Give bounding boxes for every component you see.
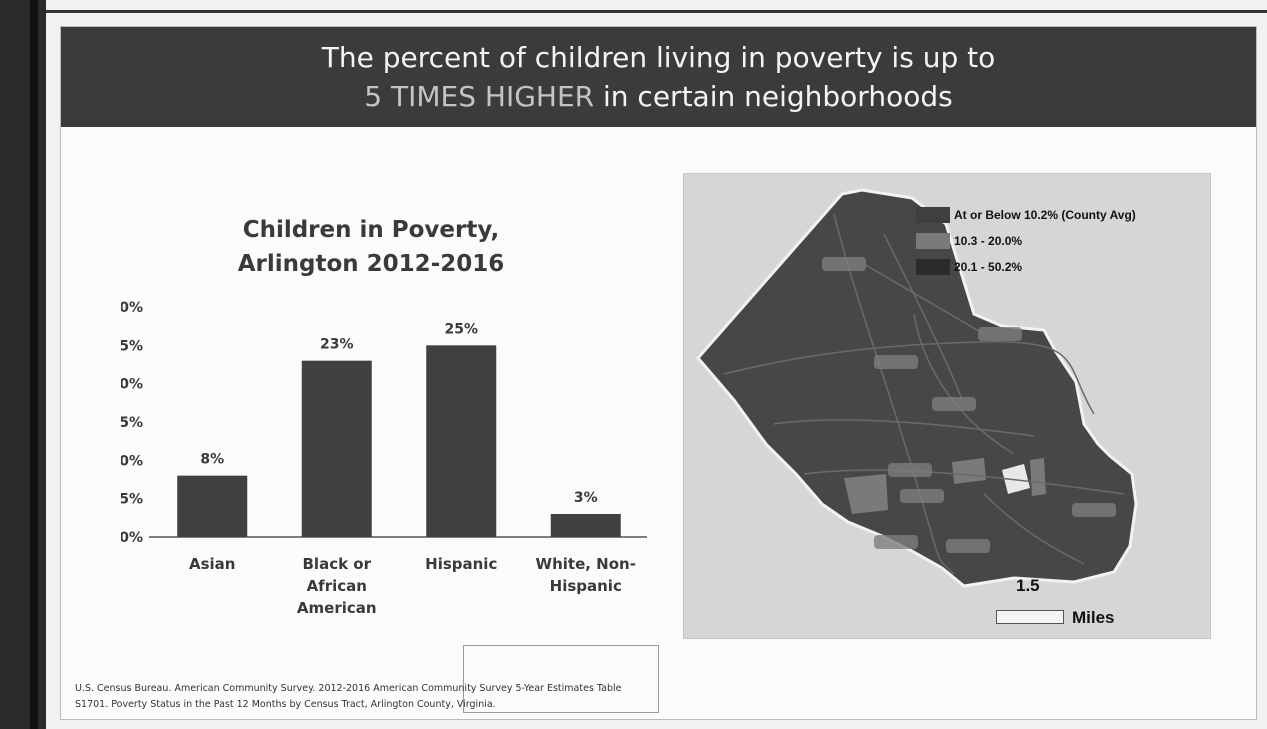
road-line: [833, 213, 955, 575]
arlington-map-graphic: [696, 188, 1138, 588]
slide-heading-line1: The percent of children living in povert…: [321, 41, 996, 74]
source-line1: U.S. Census Bureau. American Community S…: [75, 683, 622, 694]
page-top-line: [45, 10, 1267, 13]
neighborhood-label-blob: [900, 489, 944, 503]
category-label: American: [297, 599, 377, 617]
neighborhood-label-blob: [874, 355, 918, 369]
category-label: African: [307, 577, 367, 595]
road-line: [983, 493, 1085, 565]
map-scale-bar: [996, 610, 1064, 624]
y-tick-label: 30%: [121, 300, 143, 316]
y-tick-label: 10%: [121, 453, 143, 469]
mid-poverty-tract: [1030, 458, 1046, 496]
category-label: Asian: [189, 555, 235, 573]
mid-poverty-tract: [844, 474, 888, 514]
bar: [301, 360, 372, 537]
legend-item-high: 20.1 - 50.2%: [916, 254, 1136, 280]
bar: [426, 345, 497, 537]
mid-poverty-tract: [952, 458, 986, 484]
legend-label-county-avg: At or Below 10.2% (County Avg): [954, 208, 1136, 222]
legend-label-high: 20.1 - 50.2%: [954, 260, 1023, 274]
neighborhood-label-blob: [978, 327, 1022, 341]
road-line: [913, 313, 1015, 455]
road-line: [773, 419, 1035, 437]
bar-chart: 0% 5% 10% 15% 20% 25% 30% 8% Asian 23% Black or Afr…: [121, 300, 647, 617]
map-scale-value: 1.5: [1016, 576, 1040, 595]
page-edge-shadow: [0, 0, 46, 729]
source-line2: S1701. Poverty Status in the Past 12 Mon…: [75, 699, 496, 710]
y-tick-label: 5%: [121, 492, 143, 508]
slide: The percent of children living in povert…: [60, 26, 1257, 720]
neighborhood-label-blob: [822, 257, 866, 271]
road-line: [863, 263, 985, 335]
legend-swatch-high: [916, 259, 950, 275]
legend-swatch-mid: [916, 233, 950, 249]
neighborhood-label-blob: [946, 539, 990, 553]
map-legend: At or Below 10.2% (County Avg) 10.3 - 20…: [916, 202, 1136, 280]
neighborhood-label-blob: [1072, 503, 1116, 517]
source-citation: U.S. Census Bureau. American Community S…: [75, 681, 755, 713]
category-label: Hispanic: [550, 577, 622, 595]
chart-title: Children in Poverty, Arlington 2012-2016: [161, 213, 581, 281]
source-overlay-box: [463, 645, 659, 713]
slide-heading-emphasis: 5 TIMES HIGHER: [364, 80, 595, 113]
y-tick-label: 20%: [121, 377, 143, 393]
neighborhood-label-blob: [888, 463, 932, 477]
y-tick-label: 0%: [121, 530, 143, 546]
category-label: White, Non-: [536, 555, 636, 573]
map-scale-units: Miles: [1072, 608, 1115, 627]
slide-heading-line2: 5 TIMES HIGHER in certain neighborhoods: [61, 80, 1256, 114]
category-label: Hispanic: [425, 555, 497, 573]
y-tick-label: 15%: [121, 415, 143, 431]
legend-label-mid: 10.3 - 20.0%: [954, 234, 1023, 248]
road-line: [723, 341, 1095, 415]
poverty-map: At or Below 10.2% (County Avg) 10.3 - 20…: [683, 173, 1211, 639]
y-tick-label: 25%: [121, 338, 143, 354]
neighborhood-label-blob: [874, 535, 918, 549]
road-line: [803, 469, 1125, 495]
bar: [550, 514, 621, 537]
neighborhood-label-blob: [932, 397, 976, 411]
map-gap: [1002, 464, 1030, 494]
title-band: The percent of children living in povert…: [61, 27, 1256, 127]
data-label: 3%: [574, 490, 598, 506]
legend-item-county-avg: At or Below 10.2% (County Avg): [916, 202, 1136, 228]
category-label: Black or: [303, 555, 372, 573]
legend-item-mid: 10.3 - 20.0%: [916, 228, 1136, 254]
legend-swatch-county-avg: [916, 207, 950, 223]
chart-title-line2: Arlington 2012-2016: [237, 251, 505, 277]
road-line: [883, 233, 965, 405]
chart-title-line1: Children in Poverty,: [242, 217, 500, 243]
data-label: 8%: [200, 452, 224, 468]
data-label: 23%: [320, 337, 354, 353]
slide-heading-rest: in certain neighborhoods: [594, 80, 953, 113]
data-label: 25%: [444, 321, 478, 337]
bar: [177, 475, 248, 537]
